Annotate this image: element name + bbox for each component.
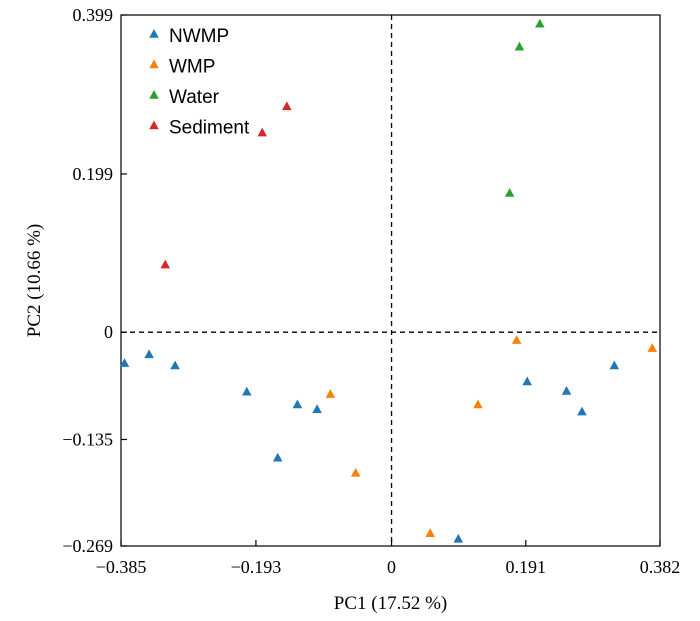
wmp-point bbox=[350, 467, 361, 477]
sediment-point bbox=[257, 127, 268, 137]
y-tick-label: 0.199 bbox=[73, 164, 114, 184]
legend-marker-wmp bbox=[149, 59, 159, 69]
legend-marker-nwmp bbox=[149, 29, 159, 38]
axis-ticks: −0.385 −0.193 0 0.191 0.382 0.399 0.199 0 −0.135… bbox=[62, 5, 680, 577]
nwmp-point bbox=[119, 358, 130, 367]
x-tick-label: 0.382 bbox=[640, 557, 681, 577]
legend-label-wmp: WMP bbox=[169, 57, 215, 78]
legend-marker-sediment bbox=[149, 120, 159, 130]
nwmp-point bbox=[170, 360, 180, 370]
legend-label-sediment: Sediment bbox=[169, 118, 250, 139]
plot-border bbox=[120, 14, 661, 547]
water-point bbox=[535, 18, 545, 28]
x-tick-label: −0.385 bbox=[96, 557, 147, 577]
y-tick-label: 0.399 bbox=[73, 5, 114, 25]
wmp-point bbox=[425, 528, 435, 538]
legend-label-water: Water bbox=[169, 87, 220, 108]
nwmp-point bbox=[453, 533, 464, 543]
plot-frame bbox=[120, 14, 661, 547]
x-tick-label: 0 bbox=[387, 557, 396, 577]
y-tick-label: 0 bbox=[104, 322, 113, 342]
legend: NWMP WMP Water Sediment bbox=[149, 26, 250, 139]
nwmp-point bbox=[577, 406, 587, 416]
y-tick-label: −0.135 bbox=[62, 429, 113, 449]
reference-lines bbox=[121, 15, 660, 546]
wmp-point bbox=[511, 335, 522, 344]
nwmp-point bbox=[272, 452, 283, 462]
x-tick-label: 0.191 bbox=[506, 557, 547, 577]
water-point bbox=[504, 188, 515, 197]
x-tick-label: −0.193 bbox=[231, 557, 282, 577]
nwmp-point bbox=[312, 404, 322, 414]
nwmp-point bbox=[522, 376, 532, 386]
nwmp-point bbox=[609, 360, 620, 370]
x-axis-title: PC1 (17.52 %) bbox=[334, 593, 447, 614]
nwmp-point bbox=[242, 386, 252, 396]
wmp-point bbox=[647, 343, 658, 352]
y-tick-label: −0.269 bbox=[62, 536, 113, 556]
sediment-point bbox=[160, 259, 171, 269]
nwmp-point bbox=[292, 399, 303, 409]
legend-marker-water bbox=[149, 90, 159, 99]
water-point bbox=[514, 41, 525, 51]
wmp-point bbox=[473, 399, 483, 409]
y-axis-title: PC2 (10.66 %) bbox=[24, 224, 45, 337]
sediment-point bbox=[282, 101, 292, 111]
data-points bbox=[119, 18, 658, 543]
nwmp-point bbox=[561, 385, 572, 395]
wmp-point bbox=[325, 389, 336, 398]
nwmp-point bbox=[144, 349, 154, 359]
legend-label-nwmp: NWMP bbox=[169, 26, 229, 47]
